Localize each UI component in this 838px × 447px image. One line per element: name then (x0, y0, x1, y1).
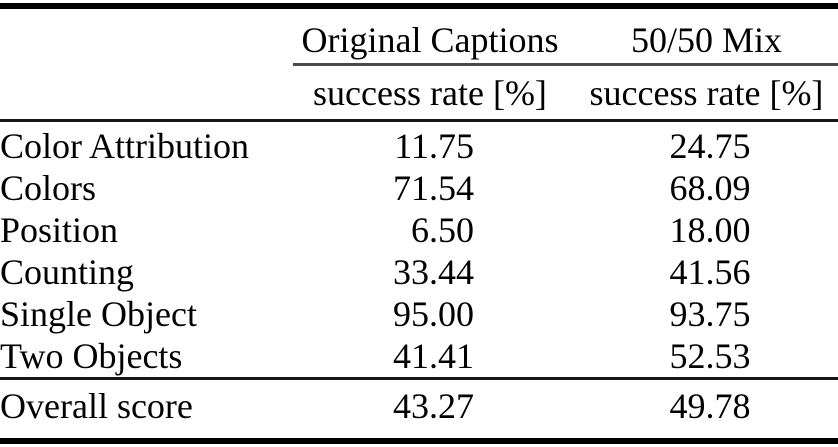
table-row: Two Objects 41.41 52.53 (0, 335, 838, 377)
value: 52.53 (669, 336, 751, 376)
subheader-row: success rate [%] success rate [%] (0, 66, 838, 119)
row-label: Two Objects (0, 336, 183, 376)
value: 41.56 (669, 252, 751, 292)
column-group-original-captions: Original Captions (285, 19, 575, 61)
value: 11.75 (394, 126, 474, 166)
value: 24.75 (669, 126, 751, 166)
column-group-5050-mix: 50/50 Mix (575, 19, 838, 61)
value: 43.27 (393, 386, 474, 426)
value: 68.09 (669, 168, 751, 208)
table-row: Counting 33.44 41.56 (0, 251, 838, 293)
table-row: Colors 71.54 68.09 (0, 167, 838, 209)
row-value-original-captions: 95.00 (285, 293, 575, 335)
value: 6.50 (411, 210, 474, 250)
value: 93.75 (669, 294, 751, 334)
row-value-original-captions: 6.50 (285, 209, 575, 251)
row-label: Position (0, 210, 119, 250)
table-top-rule (0, 3, 838, 9)
row-value-5050-mix: 18.00 (575, 209, 838, 251)
row-value-5050-mix: 52.53 (575, 335, 838, 377)
table-row: Single Object 95.00 93.75 (0, 293, 838, 335)
row-label: Counting (0, 252, 135, 292)
row-label: Color Attribution (0, 126, 250, 166)
row-value-5050-mix: 93.75 (575, 293, 838, 335)
footer-separator-rule (0, 377, 838, 380)
row-label: Overall score (0, 386, 193, 426)
row-value-original-captions: 43.27 (285, 385, 575, 427)
value: 71.54 (393, 168, 474, 208)
row-label: Single Object (0, 294, 197, 334)
table-row: Color Attribution 11.75 24.75 (0, 125, 838, 167)
column-group-header-row: Original Captions 50/50 Mix (0, 9, 838, 63)
column-group-label: 50/50 Mix (630, 20, 782, 60)
row-value-5050-mix: 24.75 (575, 125, 838, 167)
table-bottom-rule (0, 438, 838, 444)
row-value-original-captions: 41.41 (285, 335, 575, 377)
overall-score-row: Overall score 43.27 49.78 (0, 380, 838, 432)
header-separator-rule (0, 119, 838, 122)
subheader-label: success rate [%] (589, 72, 824, 113)
row-value-original-captions: 33.44 (285, 251, 575, 293)
value: 33.44 (393, 252, 474, 292)
row-value-5050-mix: 49.78 (575, 385, 838, 427)
value: 49.78 (669, 386, 751, 426)
subheader-5050-mix: success rate [%] (575, 72, 838, 114)
column-group-label: Original Captions (301, 20, 559, 60)
row-value-original-captions: 11.75 (285, 125, 575, 167)
row-value-original-captions: 71.54 (285, 167, 575, 209)
table-row: Position 6.50 18.00 (0, 209, 838, 251)
value: 41.41 (393, 336, 474, 376)
value: 95.00 (393, 294, 474, 334)
value: 18.00 (669, 210, 751, 250)
column-group-underline-rule (293, 63, 838, 66)
row-label: Colors (0, 168, 97, 208)
table-body: Color Attribution 11.75 24.75 Colors 71.… (0, 122, 838, 377)
row-value-5050-mix: 41.56 (575, 251, 838, 293)
subheader-original-captions: success rate [%] (285, 72, 575, 114)
subheader-label: success rate [%] (313, 72, 547, 113)
row-value-5050-mix: 68.09 (575, 167, 838, 209)
